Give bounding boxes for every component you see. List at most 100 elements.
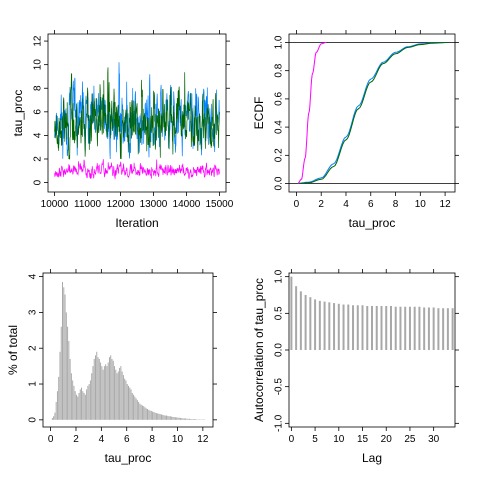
histogram-bar (112, 360, 114, 420)
histogram-bar (122, 375, 124, 420)
histogram-bar (145, 408, 147, 420)
histogram-bar (147, 409, 148, 420)
trace-y-tick-label: 2 (33, 156, 44, 162)
ecdf-x-tick-label: 2 (318, 199, 324, 210)
histogram-bar (55, 401, 57, 420)
autocorrelation-x-tick-label: 10 (333, 434, 345, 445)
ecdf-y-tick-label: 1.0 (274, 35, 285, 49)
histogram-bar (102, 369, 104, 420)
histogram-bar (106, 366, 108, 420)
histogram-bar (183, 418, 185, 420)
histogram-bar (117, 371, 119, 420)
histogram-bar (75, 394, 77, 420)
histogram-bar (150, 410, 152, 420)
ecdf-x-tick-label: 10 (415, 199, 427, 210)
histogram-bar (70, 373, 72, 420)
histogram-bar (63, 287, 65, 420)
ecdf-y-tick-label: 0.6 (274, 92, 285, 106)
trace-x-tick-label: 12000 (107, 199, 135, 210)
histogram-bar (173, 416, 175, 420)
ecdf-x-tick-label: 0 (294, 199, 300, 210)
trace-x-tick-label: 13000 (140, 199, 168, 210)
trace-x-tick-label: 10000 (41, 199, 69, 210)
histogram-bar (126, 384, 128, 420)
histogram-bar (93, 358, 95, 420)
autocorrelation-x-tick-label: 15 (357, 434, 369, 445)
histogram-bar (92, 366, 94, 420)
ecdf-y-tick-label: 0.8 (274, 63, 285, 77)
ecdf-x-tick-label: 12 (440, 199, 452, 210)
histogram-bar (120, 366, 122, 420)
autocorrelation-x-tick-label: 25 (404, 434, 416, 445)
histogram-bar (69, 358, 71, 420)
ecdf-series-0 (296, 42, 448, 184)
histogram-bar (180, 418, 181, 420)
histogram-bar (119, 367, 121, 420)
trace-y-tick-label: 8 (33, 85, 44, 91)
histogram-bar (53, 416, 55, 420)
histogram-bar (182, 418, 184, 420)
trace-y-tick-label: 12 (33, 35, 44, 47)
histogram-bar (135, 398, 137, 420)
histogram-x-tick-label: 6 (124, 434, 130, 445)
histogram-bar (185, 418, 187, 420)
histogram-bar (77, 396, 79, 420)
histogram-x-axis-label: tau_proc (105, 451, 152, 465)
ecdf-series-2 (297, 42, 327, 184)
histogram-bar (157, 413, 159, 420)
histogram-bar (108, 357, 110, 420)
panel-autocorrelation: 0 5 10 15 20 25 30 -1.0 -0.5 0.0 0.5 1.0 Lag Autocorr… (252, 269, 459, 465)
trace-y-tick-label: 6 (33, 109, 44, 115)
histogram-bar (95, 355, 96, 420)
autocorrelation-x-axis-label: Lag (362, 451, 382, 465)
trace-y-tick-label: 10 (33, 59, 44, 71)
histogram-bar (162, 414, 164, 420)
ecdf-frame (288, 33, 456, 193)
histogram-bar (176, 417, 178, 420)
autocorrelation-y-tick-label: -1.0 (274, 414, 285, 432)
ecdf-y-tick-label: 0.4 (274, 120, 285, 134)
histogram-bar (148, 409, 150, 420)
trace-x-tick-label: 14000 (173, 199, 201, 210)
ecdf-y-axis-label: ECDF (252, 97, 266, 130)
histogram-bar (159, 414, 161, 420)
trace-series-0 (54, 62, 220, 160)
histogram-bar (68, 341, 70, 420)
histogram-bar (163, 415, 165, 420)
autocorrelation-x-tick-label: 5 (312, 434, 318, 445)
histogram-bar (88, 384, 90, 420)
histogram-bar (101, 366, 103, 420)
histogram-bar (103, 366, 105, 420)
histogram-bar (107, 362, 109, 420)
autocorrelation-x-tick-label: 20 (381, 434, 393, 445)
histogram-bar (191, 419, 193, 420)
histogram-bar (111, 358, 113, 420)
histogram-bar (51, 418, 53, 420)
autocorrelation-y-tick-label: 1.0 (274, 269, 285, 283)
histogram-x-tick-label: 10 (172, 434, 184, 445)
histogram-bar (143, 406, 145, 420)
histogram-bar (116, 373, 118, 420)
histogram-bar (158, 413, 160, 420)
histogram-bar (160, 414, 162, 420)
histogram-bar (98, 358, 100, 420)
histogram-y-tick-label: 4 (28, 273, 39, 279)
histogram-bar (172, 416, 174, 420)
histogram-bar (177, 417, 179, 420)
trace-y-axis-label: tau_proc (11, 90, 25, 137)
histogram-bar (141, 405, 143, 420)
histogram-bar (129, 387, 131, 420)
histogram-bar (139, 403, 141, 420)
ecdf-x-tick-label: 4 (343, 199, 349, 210)
panel-ecdf: 0 2 4 6 8 10 12 0.0 0.2 0.4 0.6 0.8 1.0 tau_proc ECDF (252, 30, 459, 230)
histogram-bar (125, 380, 127, 420)
histogram-bar (164, 415, 166, 420)
histogram-bar (84, 394, 86, 420)
histogram-bar (133, 394, 135, 420)
histogram-bar (89, 380, 91, 420)
histogram-bar (188, 418, 190, 420)
histogram-bar (171, 416, 173, 420)
trace-series-2 (54, 159, 220, 180)
histogram-x-tick-label: 12 (197, 434, 209, 445)
